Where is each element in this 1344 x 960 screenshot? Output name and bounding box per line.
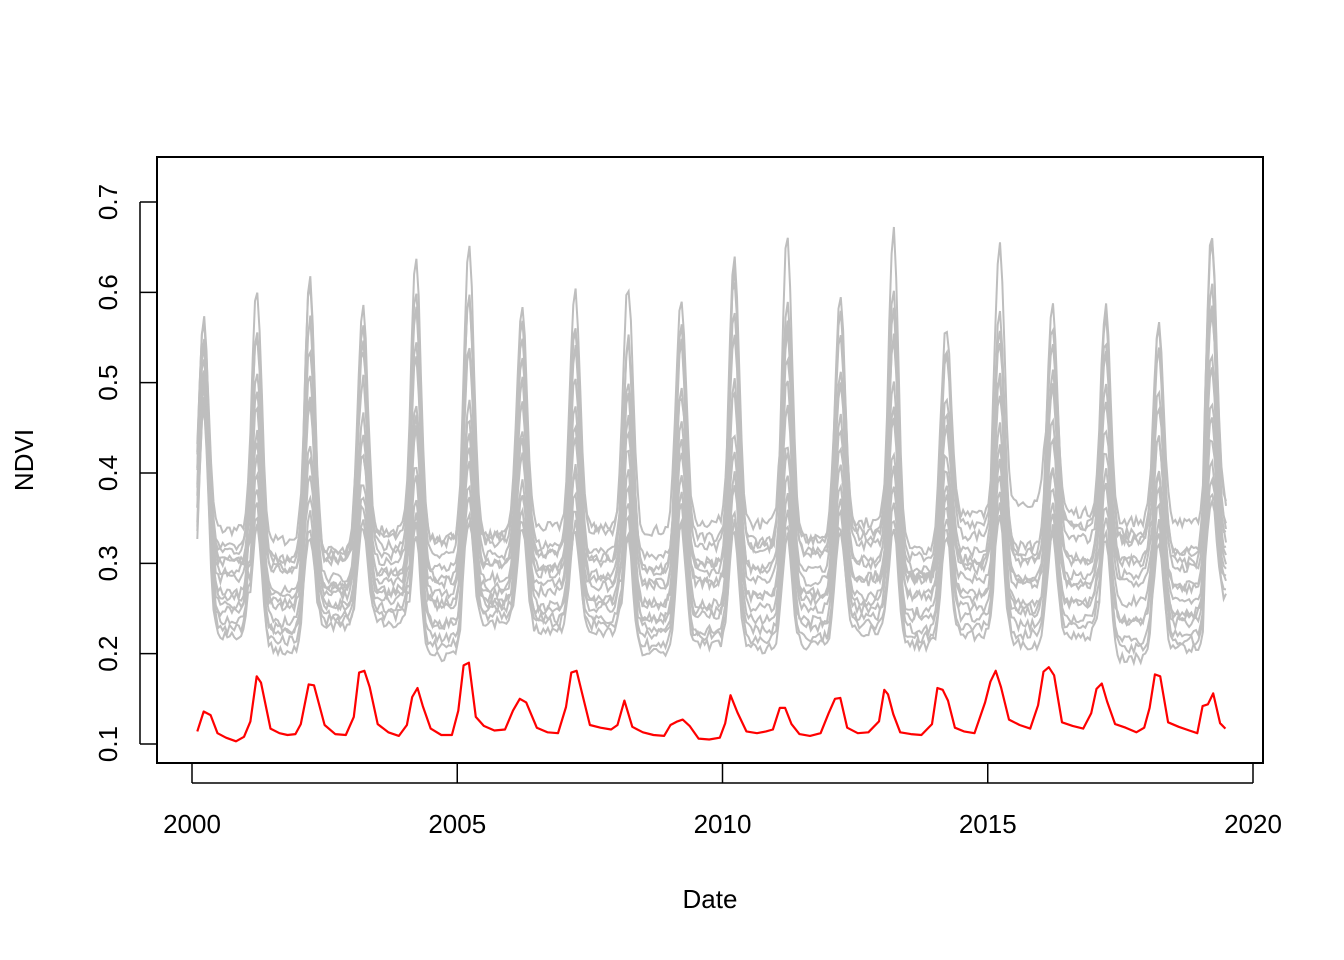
x-tick-label: 2005 (428, 809, 486, 839)
y-tick-label: 0.7 (93, 184, 123, 220)
x-tick-label: 2020 (1224, 809, 1282, 839)
x-tick-label: 2015 (959, 809, 1017, 839)
background-series-group (196, 226, 1227, 667)
y-tick-label: 0.3 (93, 545, 123, 581)
y-tick-label: 0.1 (93, 726, 123, 762)
plot-frame (156, 156, 1264, 764)
y-axis-title: NDVI (9, 429, 39, 491)
y-tick-label: 0.4 (93, 455, 123, 491)
y-tick-label: 0.6 (93, 274, 123, 310)
background-series-line (196, 312, 1227, 592)
background-series-line (196, 408, 1227, 667)
x-tick-label: 2000 (163, 809, 221, 839)
x-axis-title: Date (683, 884, 738, 914)
background-series-line (196, 305, 1227, 584)
y-axis: 0.1 0.2 0.3 0.4 0.5 0.6 0.7 (93, 184, 157, 762)
background-series-line (196, 396, 1227, 637)
x-tick-label: 2010 (694, 809, 752, 839)
y-tick-label: 0.5 (93, 365, 123, 401)
y-tick-label: 0.2 (93, 636, 123, 672)
highlight-series-line (196, 661, 1227, 743)
highlight-series-group (196, 661, 1227, 743)
x-axis: 2000 2005 2010 2015 2020 (163, 763, 1282, 839)
